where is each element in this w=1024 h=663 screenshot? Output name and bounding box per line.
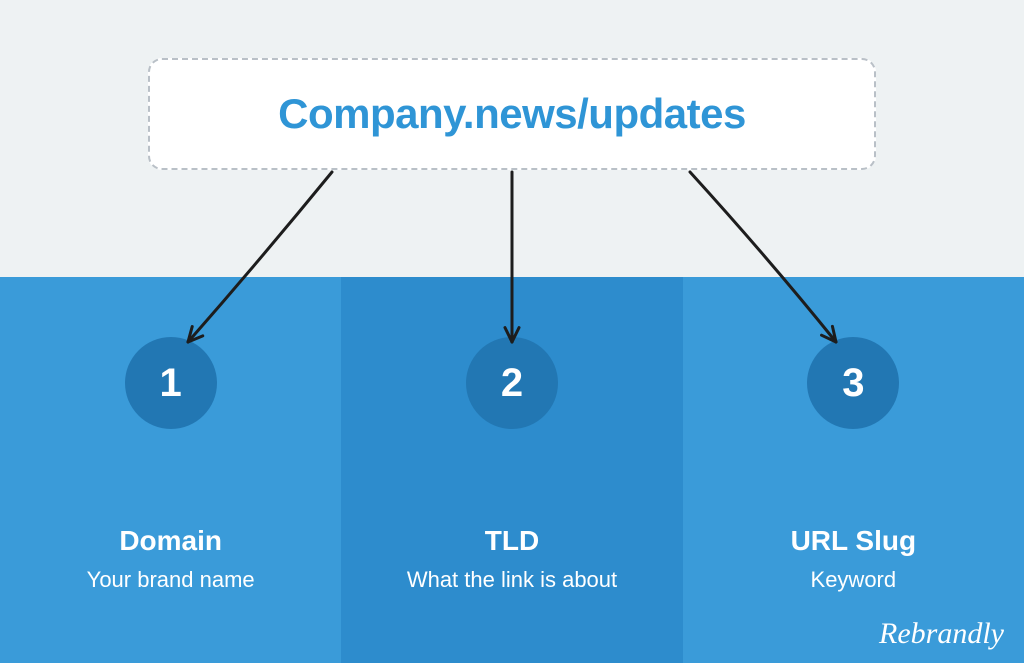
panel-label: Domain Your brand name xyxy=(0,525,341,593)
panel-number: 2 xyxy=(501,361,523,406)
url-text: Company.news/updates xyxy=(278,90,746,138)
panel-subtitle: Keyword xyxy=(683,567,1024,593)
panel-title: TLD xyxy=(341,525,682,557)
panel-number-circle: 3 xyxy=(807,337,899,429)
panel-subtitle: Your brand name xyxy=(0,567,341,593)
panel-number: 3 xyxy=(842,361,864,406)
panel-subtitle: What the link is about xyxy=(341,567,682,593)
panel-url-slug: 3 URL Slug Keyword xyxy=(683,277,1024,663)
panel-number-circle: 1 xyxy=(125,337,217,429)
watermark: Rebrandly xyxy=(879,617,1004,651)
panel-title: URL Slug xyxy=(683,525,1024,557)
panel-label: TLD What the link is about xyxy=(341,525,682,593)
panel-title: Domain xyxy=(0,525,341,557)
panels-row: 1 Domain Your brand name 2 TLD What the … xyxy=(0,277,1024,663)
panel-tld: 2 TLD What the link is about xyxy=(341,277,682,663)
panel-domain: 1 Domain Your brand name xyxy=(0,277,341,663)
panel-number-circle: 2 xyxy=(466,337,558,429)
panel-number: 1 xyxy=(160,361,182,406)
panel-label: URL Slug Keyword xyxy=(683,525,1024,593)
url-box: Company.news/updates xyxy=(148,58,876,170)
